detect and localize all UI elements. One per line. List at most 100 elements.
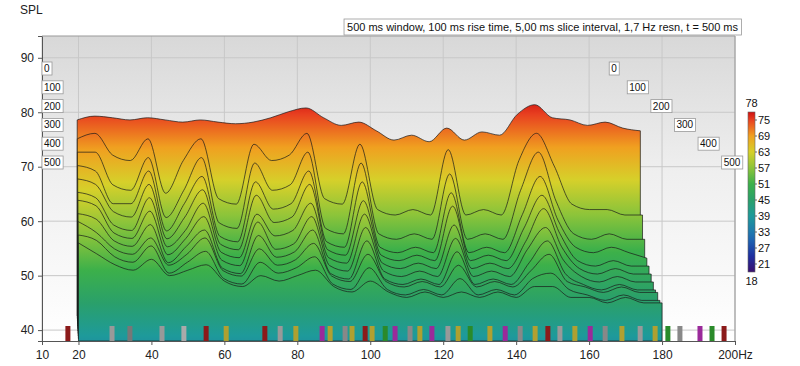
mode-marker [159, 326, 164, 341]
y-tick-mark [38, 167, 42, 168]
y-tick: 50 [21, 269, 42, 283]
waterfall-chart: 1020406080100120140160180200Hz4050607080… [0, 0, 800, 366]
colorbar-tick [755, 232, 757, 233]
grid [42, 36, 735, 341]
colorbar-tick-label: 27 [758, 242, 770, 254]
x-tick-label: 140 [507, 348, 527, 362]
x-tick-label: 180 [653, 348, 673, 362]
time-label-left-group: 400 [42, 137, 63, 150]
time-label-right-box [609, 62, 619, 75]
time-label-right-box [674, 118, 695, 131]
x-tick-label: 40 [145, 348, 159, 362]
mode-marker [278, 326, 283, 341]
time-label-left: 500 [44, 157, 61, 168]
y-tick-label: 40 [21, 323, 35, 337]
time-label-right: 0 [611, 63, 617, 74]
colorbar-tick-label: 57 [758, 162, 770, 174]
mode-marker [224, 326, 229, 341]
time-label-left-box [42, 100, 63, 113]
mode-marker [343, 326, 348, 341]
mode-marker [383, 326, 388, 341]
mode-marker [370, 326, 375, 341]
y-tick-mark [38, 276, 42, 277]
time-label-right-box [722, 156, 743, 169]
mode-marker [487, 326, 492, 341]
mode-marker [677, 326, 682, 341]
colorbar-tick-label: 21 [758, 258, 770, 270]
y-tick-label: 80 [21, 106, 35, 120]
colorbar-tick-label: 18 [745, 275, 757, 287]
plot-frame [735, 36, 736, 341]
mode-marker [65, 326, 70, 341]
x-tick: 160 [580, 341, 600, 362]
colorbar-tick [755, 120, 757, 121]
x-tick-mark [735, 341, 736, 345]
colorbar-tick-label: 45 [758, 194, 770, 206]
colorbar-tick [755, 264, 757, 265]
x-axis-line [43, 342, 736, 346]
time-label-left-box [42, 118, 63, 131]
mode-marker [638, 326, 643, 341]
mode-marker [697, 326, 702, 341]
x-tick: 180 [653, 341, 673, 362]
time-label-left-group: 300 [42, 118, 63, 131]
y-tick-label: 60 [21, 215, 35, 229]
mode-marker [665, 326, 670, 341]
mode-marker [603, 326, 608, 341]
y-tick-mark [38, 221, 42, 222]
y-tick: 90 [21, 51, 42, 65]
time-label-left: 300 [44, 119, 61, 130]
time-label-left-box [42, 156, 63, 169]
x-tick-mark [370, 341, 371, 345]
mode-marker [518, 326, 523, 341]
x-tick-mark [443, 341, 444, 345]
mode-marker [204, 326, 209, 341]
mode-marker [293, 326, 298, 341]
time-label-left-group: 0 [42, 62, 52, 75]
mode-marker [350, 326, 355, 341]
colorbar-tick [755, 184, 757, 185]
mode-marker [545, 326, 550, 341]
mode-marker [393, 326, 398, 341]
x-grid-line [662, 36, 663, 341]
mode-marker [110, 326, 115, 341]
x-tick-label: 120 [434, 348, 454, 362]
x-tick: 40 [145, 341, 159, 362]
time-label-right: 300 [676, 119, 693, 130]
chart-title: 500 ms window, 100 ms rise time, 5,00 ms… [347, 21, 738, 33]
time-label-right: 200 [653, 101, 670, 112]
time-axis: 00100100200200300300400400500500 [42, 62, 743, 169]
time-label-left-box [42, 62, 52, 75]
time-label-left-box [42, 81, 63, 94]
colorbar-tick-label: 75 [758, 114, 770, 126]
colorbar-tick-label: 51 [758, 178, 770, 190]
plot-background [42, 36, 735, 341]
x-tick-label: 10 [36, 348, 50, 362]
colorbar-tick [755, 200, 757, 201]
colorbar-tick [755, 248, 757, 249]
plot-frame [42, 36, 735, 37]
x-tick-label: 80 [291, 348, 305, 362]
x-tick: 20 [72, 341, 86, 362]
time-label-left-group: 200 [42, 100, 63, 113]
mode-marker [468, 326, 473, 341]
mode-marker [417, 326, 422, 341]
mode-marker [588, 326, 593, 341]
mode-marker [722, 326, 727, 341]
mode-marker [328, 326, 333, 341]
time-label-right-box [698, 137, 719, 150]
y-tick: 80 [21, 106, 42, 120]
time-label-right-group: 100 [627, 81, 648, 94]
y-grid-line [42, 112, 735, 113]
y-tick-label: 70 [21, 160, 35, 174]
colorbar-bar [748, 112, 755, 272]
colorbar-tick-label: 78 [745, 97, 757, 109]
title-box [344, 19, 741, 35]
title-group: 500 ms window, 100 ms rise time, 5,00 ms… [344, 19, 741, 35]
time-label-right-group: 500 [722, 156, 743, 169]
x-tick-mark [297, 341, 298, 345]
x-tick-label: 200Hz [718, 348, 753, 362]
y-tick: 40 [21, 323, 42, 337]
waterfall-slice [78, 243, 662, 341]
x-tick-mark [224, 341, 225, 345]
